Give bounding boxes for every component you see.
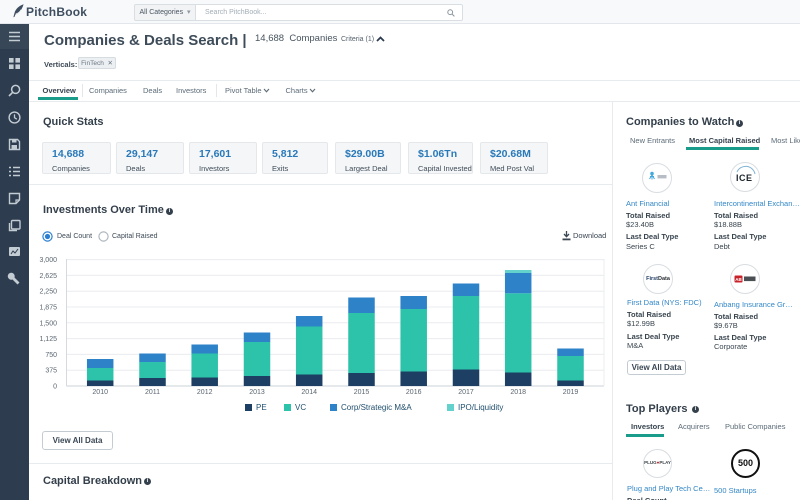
svg-text:2,250: 2,250 (39, 289, 57, 296)
svg-text:2013: 2013 (249, 389, 265, 396)
svg-text:2019: 2019 (563, 389, 579, 396)
svg-text:2014: 2014 (301, 389, 317, 396)
svg-text:1,500: 1,500 (39, 320, 57, 327)
svg-text:2018: 2018 (510, 389, 526, 396)
svg-text:3,000: 3,000 (39, 257, 57, 264)
svg-text:2011: 2011 (145, 389, 160, 396)
svg-text:1,125: 1,125 (39, 336, 57, 343)
svg-text:2016: 2016 (406, 389, 422, 396)
svg-text:1,875: 1,875 (39, 305, 57, 312)
svg-text:0: 0 (53, 384, 57, 391)
svg-text:2012: 2012 (197, 389, 213, 396)
svg-text:AB: AB (735, 277, 742, 282)
svg-text:2015: 2015 (354, 389, 370, 396)
svg-text:375: 375 (45, 368, 57, 375)
svg-text:750: 750 (45, 352, 57, 359)
svg-text:2017: 2017 (458, 389, 474, 396)
svg-text:2010: 2010 (92, 389, 108, 396)
svg-text:2,625: 2,625 (39, 273, 57, 280)
